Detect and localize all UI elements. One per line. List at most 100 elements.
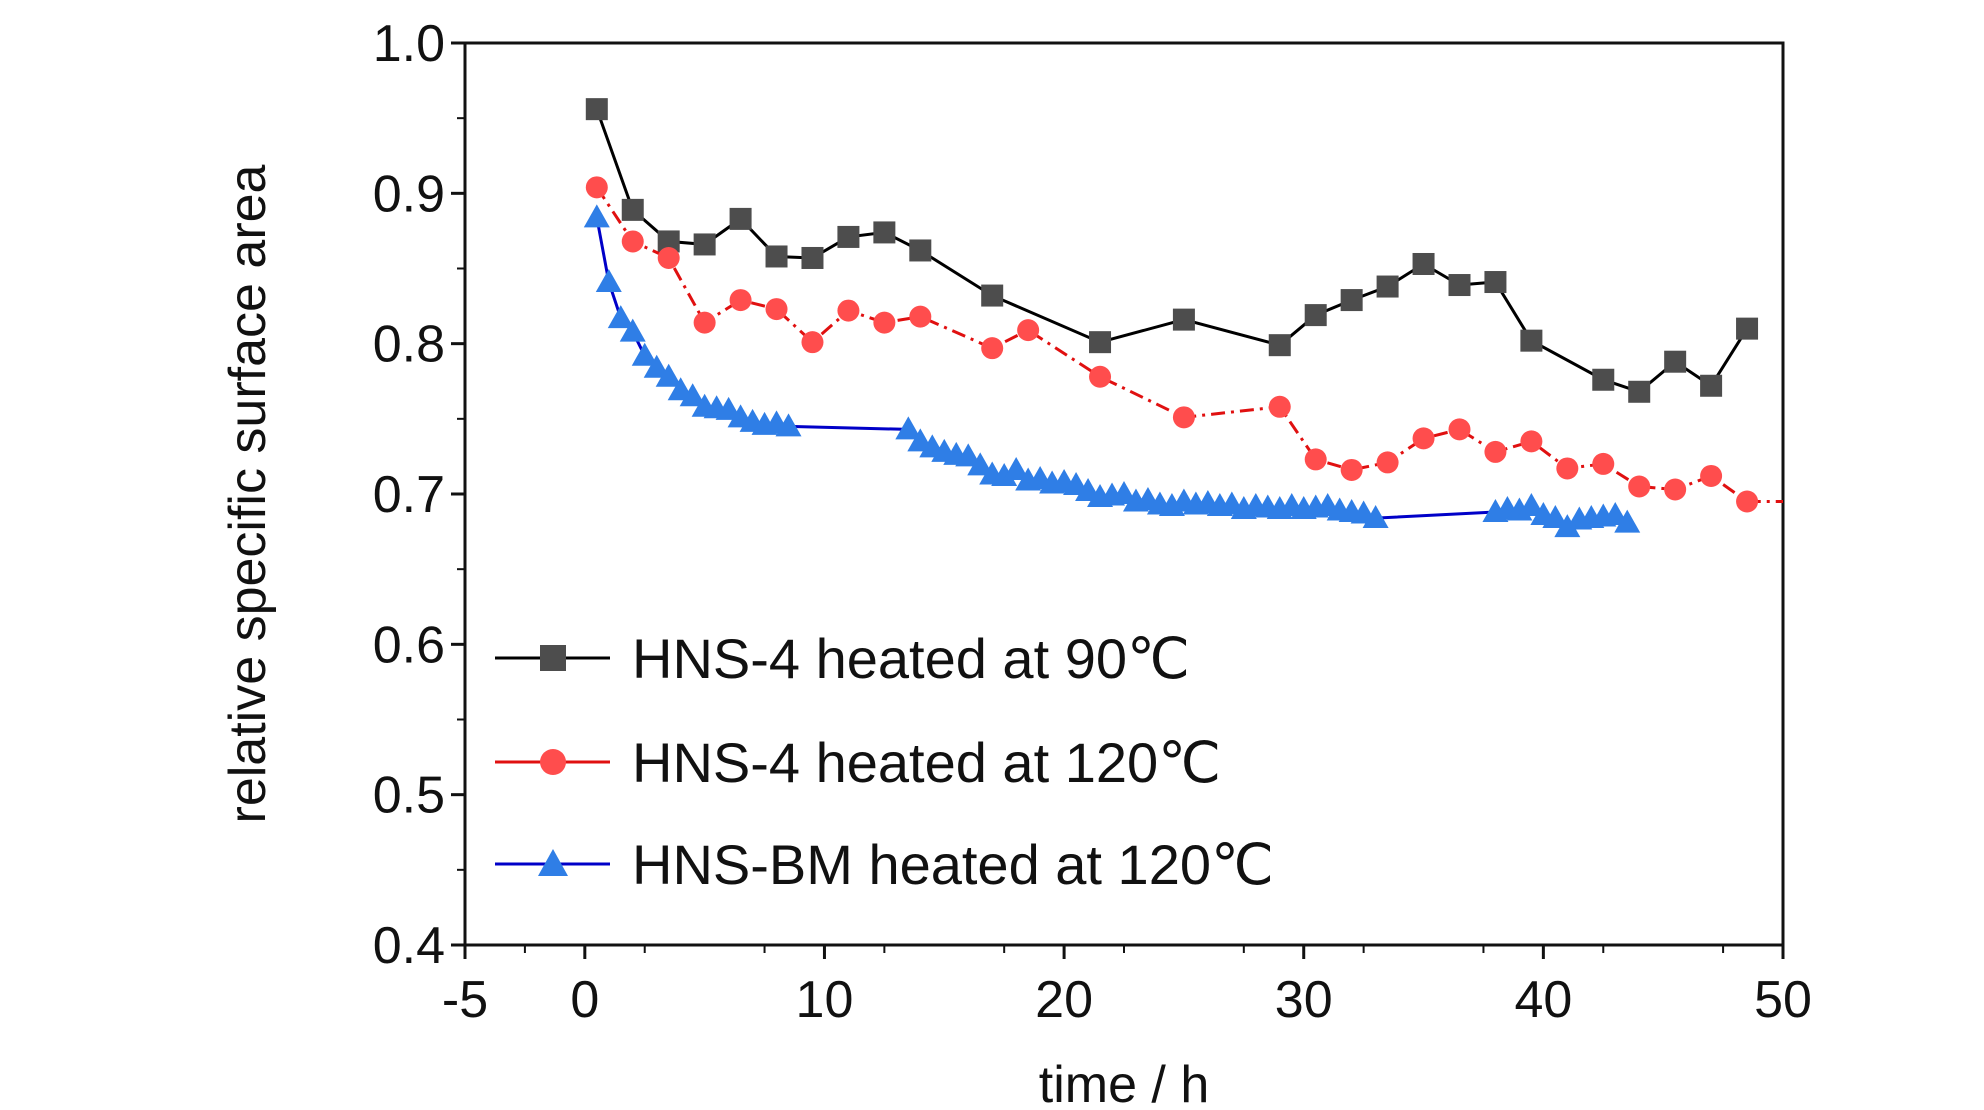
data-point <box>1268 334 1291 357</box>
data-point <box>1362 505 1389 529</box>
y-tick-label: 1.0 <box>373 15 445 73</box>
data-point <box>1003 456 1030 480</box>
data-point <box>693 311 716 334</box>
x-tick-label: 50 <box>1754 971 1812 1029</box>
x-tick-label: 20 <box>1035 971 1093 1029</box>
data-point <box>1664 350 1687 373</box>
data-point <box>1340 458 1363 481</box>
data-point <box>981 284 1004 307</box>
data-point <box>1376 451 1399 474</box>
data-point <box>621 230 644 253</box>
data-point <box>1736 317 1759 340</box>
data-point <box>909 305 932 328</box>
series-line <box>595 217 1629 529</box>
data-point <box>1592 452 1615 475</box>
data-point <box>837 225 860 248</box>
data-point <box>1628 475 1651 498</box>
y-tick-label: 0.8 <box>373 316 445 374</box>
data-point <box>991 462 1018 486</box>
data-point <box>873 221 896 244</box>
y-tick-label: 0.6 <box>373 616 445 674</box>
data-point <box>1736 490 1759 513</box>
data-point <box>1448 274 1471 297</box>
legend-label-0: HNS-4 heated at 90℃ <box>632 627 1190 690</box>
data-point <box>801 246 824 269</box>
data-point <box>729 207 752 230</box>
data-point <box>909 239 932 262</box>
y-tick-label: 0.7 <box>373 466 445 524</box>
data-point <box>1172 308 1195 331</box>
data-point <box>595 269 622 293</box>
data-point <box>955 443 982 467</box>
data-point <box>895 416 922 440</box>
data-point <box>1542 505 1569 529</box>
data-point <box>1614 509 1641 533</box>
x-tick-label: 40 <box>1514 971 1572 1029</box>
series-layer <box>583 98 1783 538</box>
data-point <box>1304 448 1327 471</box>
y-tick-label: 0.4 <box>373 917 445 975</box>
data-point <box>657 246 680 269</box>
data-point <box>967 452 994 476</box>
x-axis: -5 0 10 20 30 40 50 <box>442 945 1812 1029</box>
data-point <box>1520 430 1543 453</box>
data-point <box>585 176 608 199</box>
data-point <box>1700 464 1723 487</box>
data-point <box>655 363 682 387</box>
data-point <box>1089 365 1112 388</box>
data-point <box>1017 319 1040 342</box>
data-point <box>1520 329 1543 352</box>
series-1 <box>585 176 1783 513</box>
data-point <box>607 305 634 329</box>
data-point <box>1376 275 1399 298</box>
data-point <box>1412 252 1435 275</box>
data-point <box>1700 374 1723 397</box>
data-point <box>837 299 860 322</box>
data-point <box>1172 406 1195 429</box>
legend-marker-0 <box>540 645 566 671</box>
legend: HNS-4 heated at 90℃ HNS-4 heated at 120℃… <box>495 627 1274 896</box>
series-0 <box>585 98 1759 403</box>
data-point <box>1089 331 1112 354</box>
legend-label-2: HNS-BM heated at 120℃ <box>632 833 1274 896</box>
data-point <box>583 204 610 228</box>
data-point <box>765 298 788 321</box>
legend-label-1: HNS-4 heated at 120℃ <box>632 731 1221 794</box>
data-point <box>1412 427 1435 450</box>
data-point <box>1340 289 1363 312</box>
data-point <box>801 331 824 354</box>
data-point <box>765 245 788 268</box>
data-point <box>1554 514 1581 538</box>
x-tick-label: -5 <box>442 971 488 1029</box>
data-point <box>729 289 752 312</box>
data-point <box>585 98 608 121</box>
x-axis-title: time / h <box>1039 1056 1210 1110</box>
data-point <box>1448 418 1471 441</box>
data-point <box>657 230 680 253</box>
data-point <box>1628 380 1651 403</box>
data-point <box>631 342 658 366</box>
data-point <box>981 337 1004 360</box>
data-point <box>1268 395 1291 418</box>
x-tick-label: 10 <box>796 971 854 1029</box>
data-point <box>1518 493 1545 517</box>
data-point <box>1484 440 1507 463</box>
y-tick-label: 0.5 <box>373 767 445 825</box>
data-point <box>1592 368 1615 391</box>
x-tick-label: 30 <box>1275 971 1333 1029</box>
y-axis-title: relative specific surface area <box>219 164 277 823</box>
data-point <box>643 354 670 378</box>
y-axis: 0.4 0.5 0.6 0.7 0.8 0.9 1.0 <box>373 15 465 975</box>
data-point <box>693 233 716 256</box>
data-point <box>1304 304 1327 327</box>
x-tick-label: 0 <box>570 971 599 1029</box>
series-2 <box>583 204 1641 538</box>
data-point <box>1664 478 1687 501</box>
legend-marker-1 <box>540 749 566 775</box>
legend-marker-2 <box>538 849 568 876</box>
data-point <box>775 413 802 437</box>
data-point <box>1484 271 1507 294</box>
data-point <box>873 311 896 334</box>
data-point <box>619 318 646 342</box>
